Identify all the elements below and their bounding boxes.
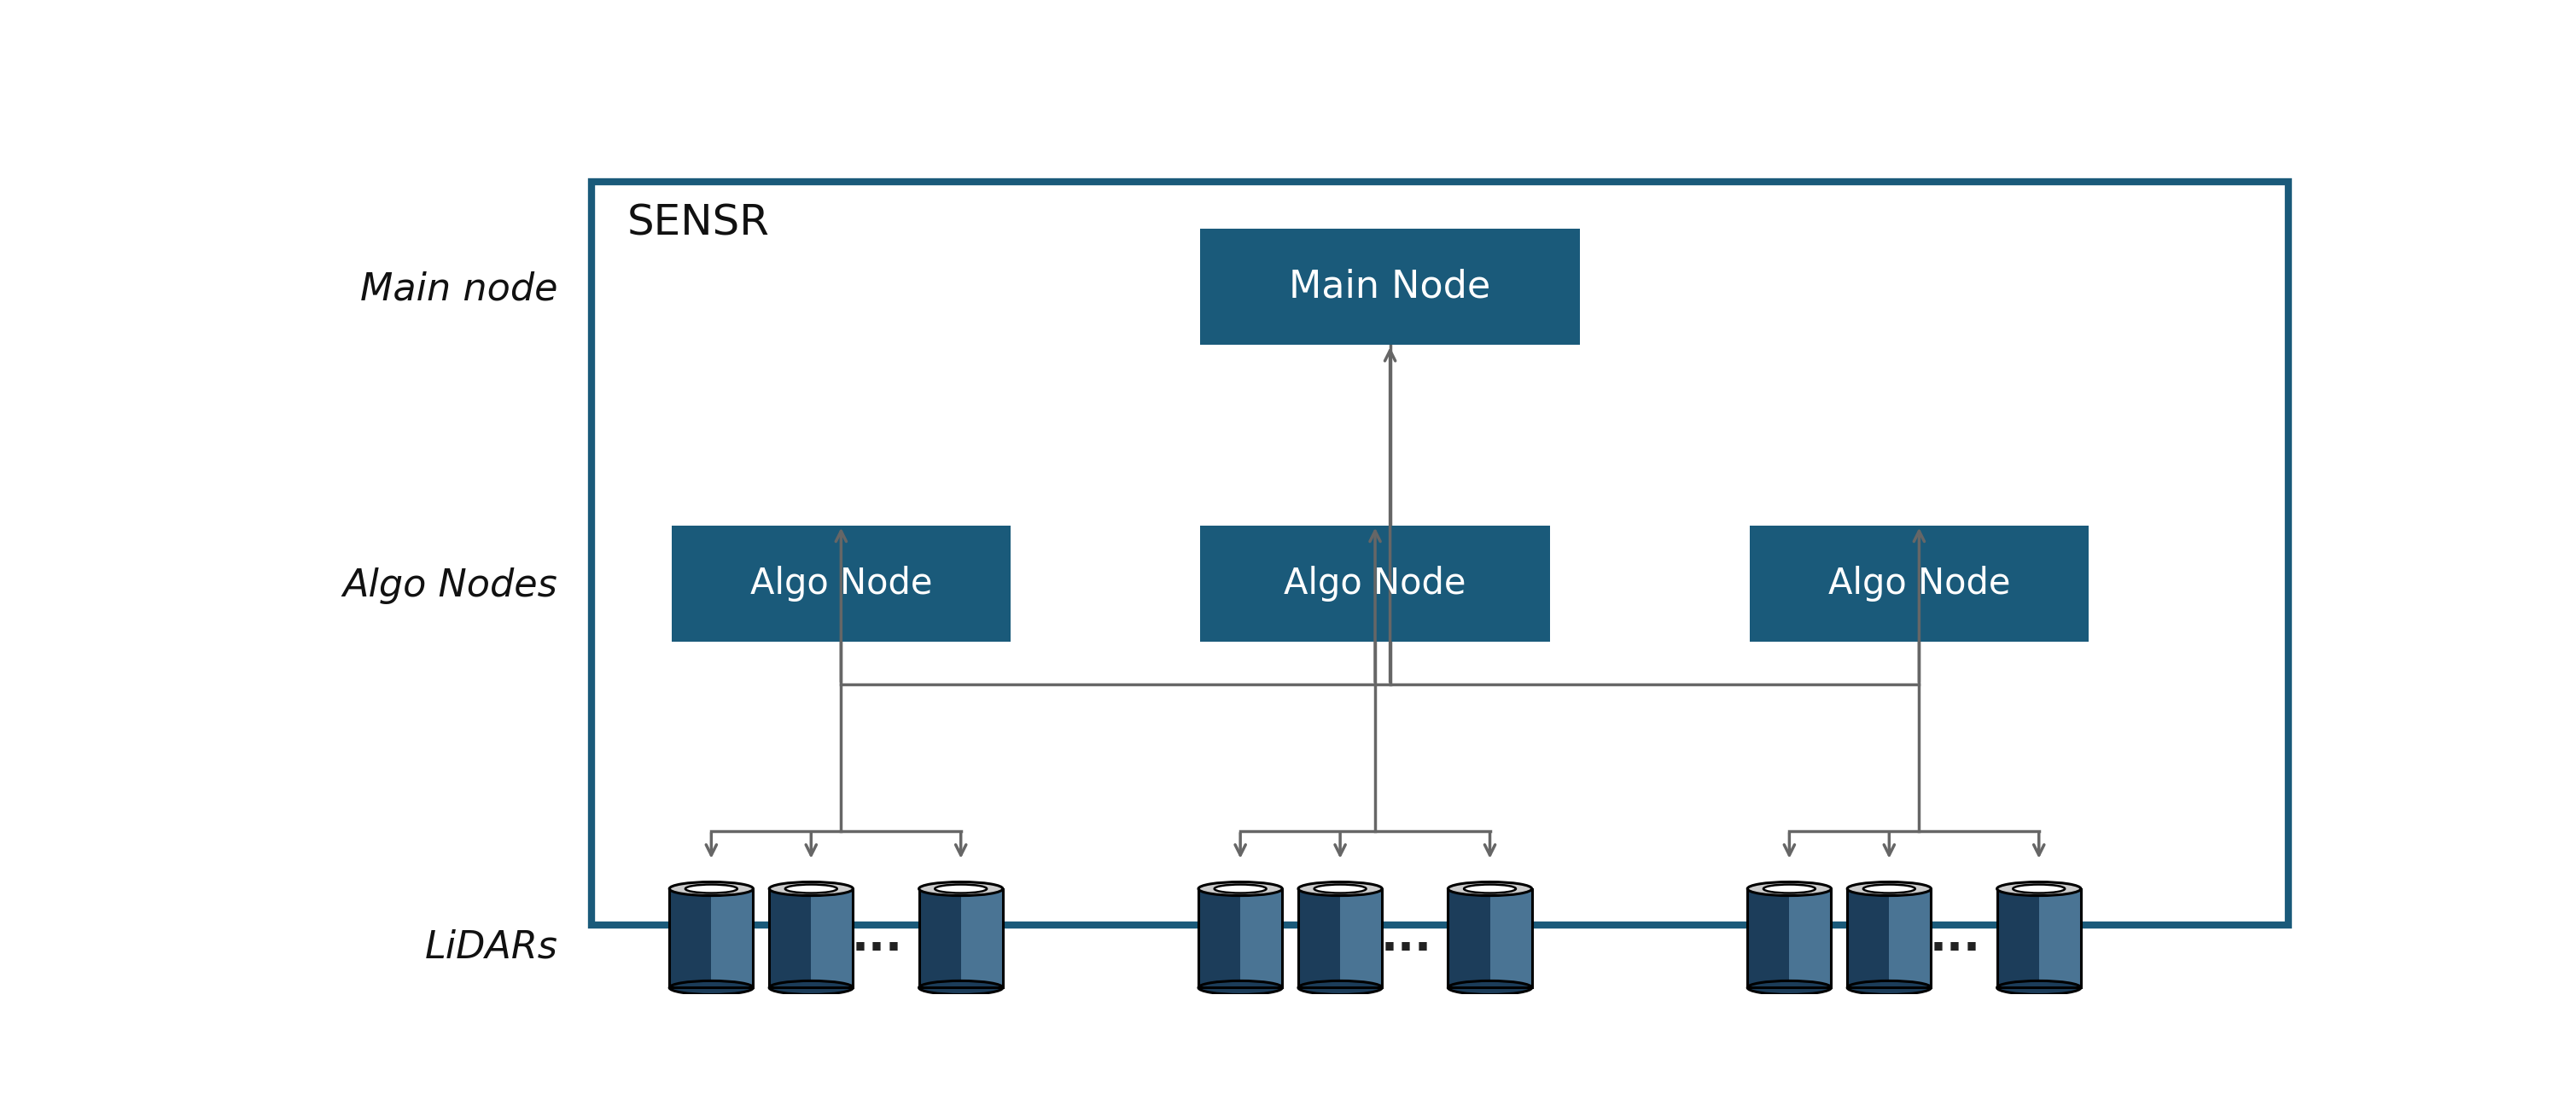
Bar	[770, 889, 853, 987]
Bar	[961, 889, 1002, 987]
Bar	[1888, 889, 1932, 987]
Bar	[1448, 889, 1533, 987]
Bar	[711, 889, 752, 987]
Ellipse shape	[1314, 885, 1365, 892]
Bar	[592, 181, 2287, 925]
Bar	[920, 889, 1002, 987]
Text: ...: ...	[1929, 916, 1981, 961]
Ellipse shape	[770, 981, 853, 994]
Text: Algo Node: Algo Node	[1829, 565, 2009, 601]
Ellipse shape	[770, 882, 853, 896]
Bar	[1200, 525, 1551, 641]
Ellipse shape	[2012, 885, 2066, 892]
Bar	[1747, 889, 1832, 987]
Ellipse shape	[1747, 882, 1832, 896]
Bar	[1790, 889, 1832, 987]
Ellipse shape	[1298, 882, 1383, 896]
Ellipse shape	[1996, 882, 2081, 896]
Text: Main node: Main node	[361, 270, 556, 307]
Ellipse shape	[1448, 981, 1533, 994]
Ellipse shape	[1765, 885, 1816, 892]
Bar	[1200, 229, 1579, 345]
Ellipse shape	[670, 882, 752, 896]
Ellipse shape	[1862, 885, 1914, 892]
Bar	[1242, 889, 1283, 987]
Text: SENSR: SENSR	[629, 203, 770, 244]
Bar	[1749, 525, 2089, 641]
Bar	[1747, 889, 1832, 987]
Ellipse shape	[1847, 981, 1932, 994]
Bar	[672, 525, 1010, 641]
Bar	[670, 889, 752, 987]
Ellipse shape	[670, 981, 752, 994]
Bar	[1489, 889, 1533, 987]
Ellipse shape	[1463, 885, 1515, 892]
Text: Main Node: Main Node	[1288, 268, 1492, 305]
Ellipse shape	[935, 885, 987, 892]
Bar	[1996, 889, 2081, 987]
Bar	[1448, 889, 1533, 987]
Text: Algo Nodes: Algo Nodes	[343, 567, 556, 604]
Bar	[1340, 889, 1383, 987]
Bar	[1996, 889, 2081, 987]
Bar	[1847, 889, 1932, 987]
Text: ...: ...	[1381, 916, 1432, 961]
Bar	[1198, 889, 1283, 987]
Ellipse shape	[1448, 882, 1533, 896]
Text: LiDARs: LiDARs	[425, 928, 556, 965]
Ellipse shape	[920, 981, 1002, 994]
Ellipse shape	[1198, 981, 1283, 994]
Ellipse shape	[1847, 882, 1932, 896]
Bar	[1847, 889, 1932, 987]
Bar	[770, 889, 853, 987]
Ellipse shape	[1996, 981, 2081, 994]
Ellipse shape	[786, 885, 837, 892]
Bar	[670, 889, 752, 987]
Ellipse shape	[1198, 882, 1283, 896]
Ellipse shape	[920, 882, 1002, 896]
Bar	[920, 889, 1002, 987]
Ellipse shape	[685, 885, 737, 892]
Ellipse shape	[1747, 981, 1832, 994]
Text: Algo Node: Algo Node	[750, 565, 933, 601]
Bar	[811, 889, 853, 987]
Text: ...: ...	[853, 916, 902, 961]
Bar	[1198, 889, 1283, 987]
Bar	[2040, 889, 2081, 987]
Bar	[1298, 889, 1383, 987]
Text: Algo Node: Algo Node	[1283, 565, 1466, 601]
Bar	[1298, 889, 1383, 987]
Ellipse shape	[1213, 885, 1267, 892]
Ellipse shape	[1298, 981, 1383, 994]
